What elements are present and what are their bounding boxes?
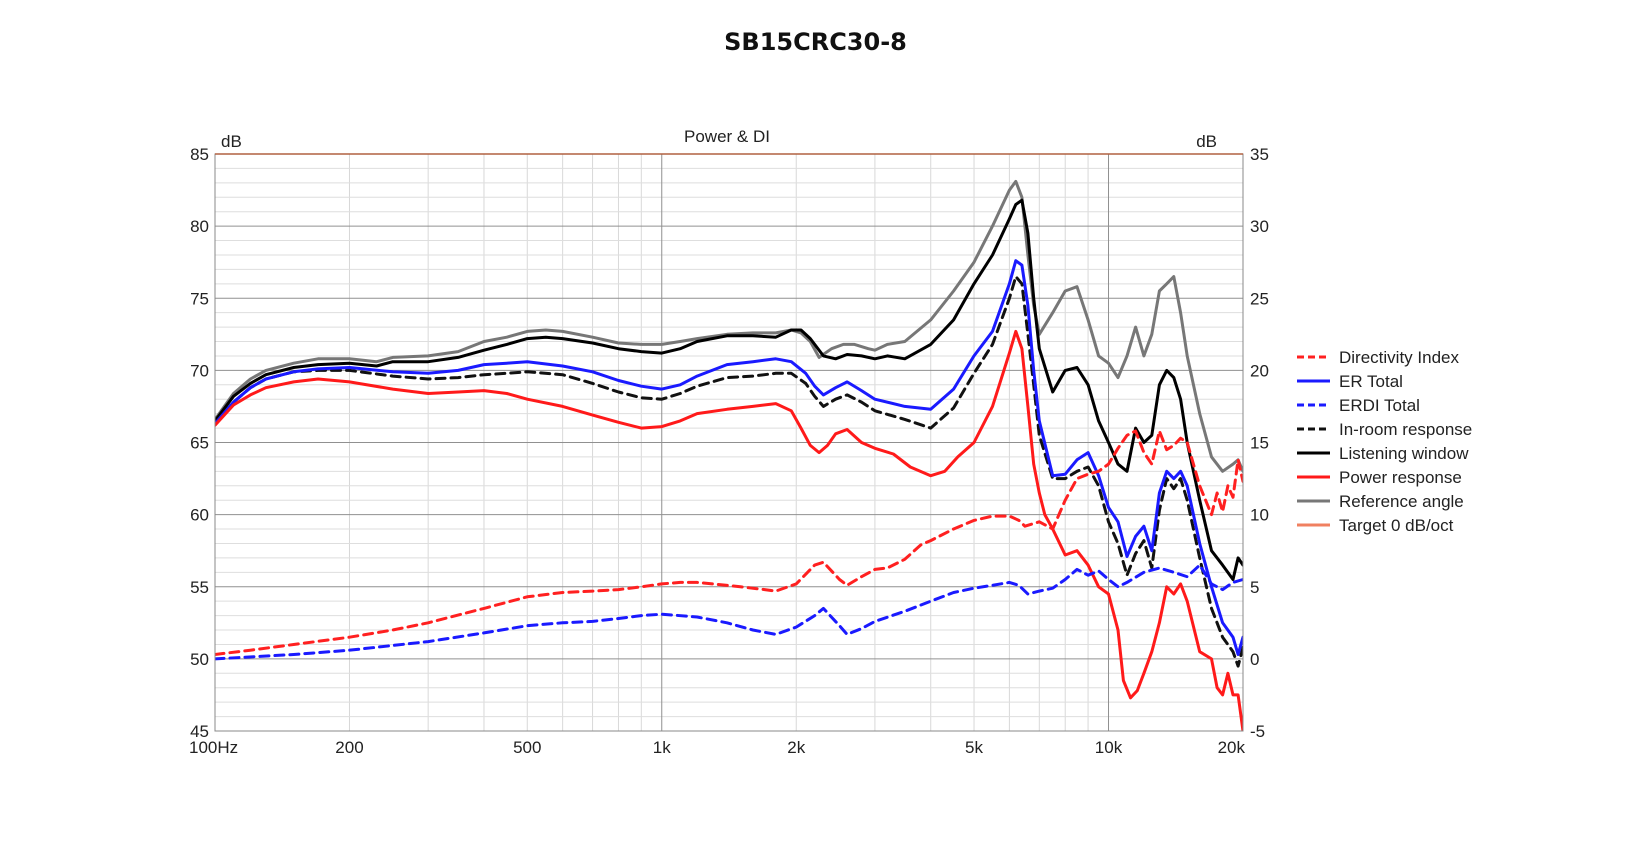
x-tick-label: 200 <box>335 738 363 757</box>
y-right-tick-label: 15 <box>1250 434 1269 453</box>
y-left-tick-label: 75 <box>190 289 209 308</box>
series-line-in-room-response <box>215 275 1243 668</box>
series-layer <box>215 179 1243 731</box>
legend-label: ERDI Total <box>1339 396 1420 415</box>
y-right-tick-label: 35 <box>1250 145 1269 164</box>
legend-label: In-room response <box>1339 420 1472 439</box>
y-right-tick-label: 30 <box>1250 217 1269 236</box>
y-right-tick-label: 25 <box>1250 289 1269 308</box>
y-right-tick-label: 20 <box>1250 361 1269 380</box>
y-right-tick-label: 10 <box>1250 506 1269 525</box>
x-tick-label: 500 <box>513 738 541 757</box>
y-right-tick-label: 0 <box>1250 650 1259 669</box>
legend-label: Reference angle <box>1339 492 1464 511</box>
x-tick-label: 10k <box>1095 738 1123 757</box>
y-left-tick-label: 55 <box>190 578 209 597</box>
series-line-directivity-index <box>215 429 1243 656</box>
x-tick-label: 1k <box>653 738 671 757</box>
legend-label: Directivity Index <box>1339 348 1459 367</box>
left-axis-unit: dB <box>221 132 242 151</box>
x-tick-label: 100Hz <box>189 738 238 757</box>
right-axis-unit: dB <box>1196 132 1217 151</box>
y-left-tick-label: 85 <box>190 145 209 164</box>
series-line-erdi-total <box>215 563 1243 661</box>
chart-title: SB15CRC30-8 <box>724 28 907 56</box>
x-tick-label: 2k <box>787 738 805 757</box>
x-tick-label: 20k <box>1218 738 1246 757</box>
y-left-tick-label: 60 <box>190 506 209 525</box>
legend-label: ER Total <box>1339 372 1403 391</box>
y-right-tick-label: 5 <box>1250 578 1259 597</box>
y-left-tick-label: 45 <box>190 722 209 741</box>
legend: Directivity Index ER Total ERDI Total In-ro… <box>1297 348 1472 535</box>
legend-label: Target 0 dB/oct <box>1339 516 1454 535</box>
axis-labels: 45 50 55 60 65 70 75 80 85 -5 0 5 10 15 20 25 30 35 100Hz 2… <box>189 145 1269 757</box>
legend-label: Power response <box>1339 468 1462 487</box>
y-left-tick-label: 50 <box>190 650 209 669</box>
series-line-reference-angle <box>215 179 1243 473</box>
y-left-tick-label: 70 <box>190 361 209 380</box>
series-line-er-total <box>215 259 1243 656</box>
series-line-listening-window <box>215 198 1243 581</box>
series-line-power-response <box>215 329 1243 731</box>
y-left-tick-label: 80 <box>190 217 209 236</box>
x-tick-label: 5k <box>965 738 983 757</box>
chart-subtitle: Power & DI <box>684 127 770 146</box>
y-left-tick-label: 65 <box>190 434 209 453</box>
legend-label: Listening window <box>1339 444 1469 463</box>
y-right-tick-label: -5 <box>1250 722 1265 741</box>
